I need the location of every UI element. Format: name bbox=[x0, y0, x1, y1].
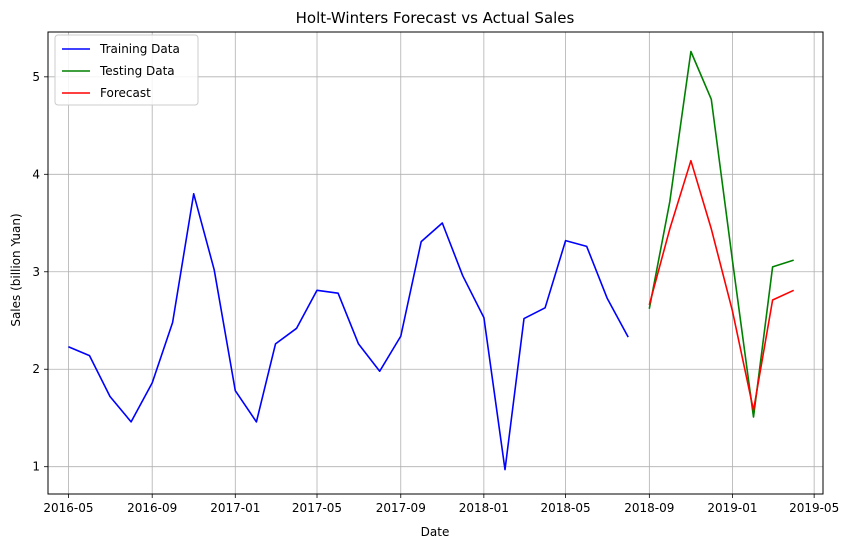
legend-box bbox=[54, 34, 199, 106]
plot-frame bbox=[47, 31, 824, 495]
legend-label-testing-data: Testing Data bbox=[99, 64, 175, 78]
x-tick-label: 2017-05 bbox=[292, 501, 342, 515]
series-line-forecast bbox=[648, 159, 795, 412]
grid bbox=[48, 32, 823, 494]
legend: Training Data Testing Data Forecast bbox=[54, 34, 199, 106]
chart-title: Holt-Winters Forecast vs Actual Sales bbox=[296, 9, 575, 27]
legend-label-forecast: Forecast bbox=[100, 86, 151, 100]
series-line-testing-data bbox=[648, 50, 794, 418]
y-tick-label: 5 bbox=[32, 70, 40, 84]
x-tick-label: 2016-09 bbox=[127, 501, 177, 515]
x-axis-title: Date bbox=[421, 525, 450, 539]
x-tick-label: 2017-09 bbox=[376, 501, 426, 515]
x-tick-label: 2017-01 bbox=[210, 501, 260, 515]
series-line-training-data bbox=[68, 193, 629, 471]
y-tick-label: 3 bbox=[32, 265, 40, 279]
y-tick-label: 4 bbox=[32, 167, 40, 181]
y-axis-ticks: 1 2 3 4 5 bbox=[32, 70, 48, 474]
x-axis-ticks: 2016-05 2016-09 2017-01 2017-05 2017-09 2018-… bbox=[43, 494, 839, 515]
x-tick-label: 2016-05 bbox=[43, 501, 93, 515]
x-tick-label: 2018-05 bbox=[541, 501, 591, 515]
legend-label-training-data: Training Data bbox=[99, 42, 180, 56]
x-tick-label: 2019-01 bbox=[707, 501, 757, 515]
series-lines bbox=[68, 50, 795, 471]
y-tick-label: 1 bbox=[32, 460, 40, 474]
y-tick-label: 2 bbox=[32, 362, 40, 376]
x-tick-label: 2018-09 bbox=[624, 501, 674, 515]
y-axis-title: Sales (billion Yuan) bbox=[9, 213, 23, 326]
x-tick-label: 2019-05 bbox=[789, 501, 839, 515]
x-tick-label: 2018-01 bbox=[459, 501, 509, 515]
